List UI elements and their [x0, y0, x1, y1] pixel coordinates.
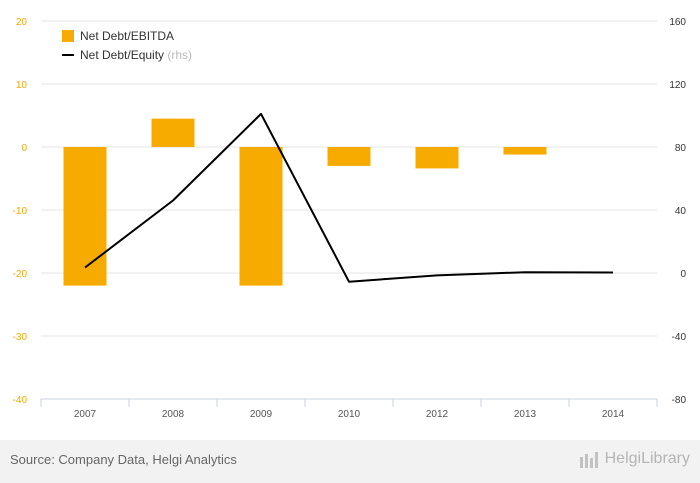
y-left-tick-label: 0	[21, 143, 27, 154]
y-left-tick-label: -10	[13, 206, 28, 217]
brand-name: HelgiLibrary	[604, 450, 690, 467]
y-right-tick-label: 40	[675, 206, 687, 217]
y-left-tick-label: 10	[16, 80, 28, 91]
bar-2013	[503, 147, 547, 155]
y-right-tick-label: 80	[675, 143, 687, 154]
source-note: Source: Company Data, Helgi Analytics	[10, 452, 237, 467]
legend-suffix-rhs: (rhs)	[167, 48, 192, 62]
y-right-tick-label: 0	[680, 269, 686, 280]
chart-area: 20 10 0 -10 -20 -30 -40 160 120 80 40 0 -40 -80 2007 20…	[12, 17, 687, 420]
legend-swatch-ebitda	[62, 30, 74, 42]
bar-2007	[63, 147, 107, 286]
bar-2008	[151, 118, 195, 147]
footer: Source: Company Data, Helgi Analytics He…	[0, 440, 700, 483]
y-right-tick-label: 120	[669, 80, 686, 91]
y-right-tick-label: -80	[672, 395, 687, 406]
brand-logo: HelgiLibrary	[579, 449, 690, 469]
y-left-tick-label: -30	[13, 332, 28, 343]
bar-2012	[415, 147, 459, 169]
bar-2009	[239, 147, 283, 286]
legend-label-equity: Net Debt/Equity (rhs)	[80, 48, 192, 62]
x-tick-label: 2014	[602, 409, 625, 420]
y-left-tick-label: -20	[13, 269, 28, 280]
x-tick-label: 2007	[74, 409, 97, 420]
library-icon	[579, 452, 598, 468]
line-net-debt-equity	[84, 112, 614, 283]
x-tick-label: 2010	[338, 409, 361, 420]
x-tick-label: 2009	[250, 409, 273, 420]
legend-label-ebitda: Net Debt/EBITDA	[80, 29, 174, 43]
x-tick-label: 2013	[514, 409, 537, 420]
y-right-tick-label: 160	[669, 17, 686, 28]
x-tick-label: 2008	[162, 409, 185, 420]
y-left-tick-label: -40	[13, 395, 28, 406]
y-right-tick-label: -40	[672, 332, 687, 343]
bar-2010	[327, 147, 371, 166]
x-tick-label: 2012	[426, 409, 449, 420]
y-left-tick-label: 20	[16, 17, 28, 28]
